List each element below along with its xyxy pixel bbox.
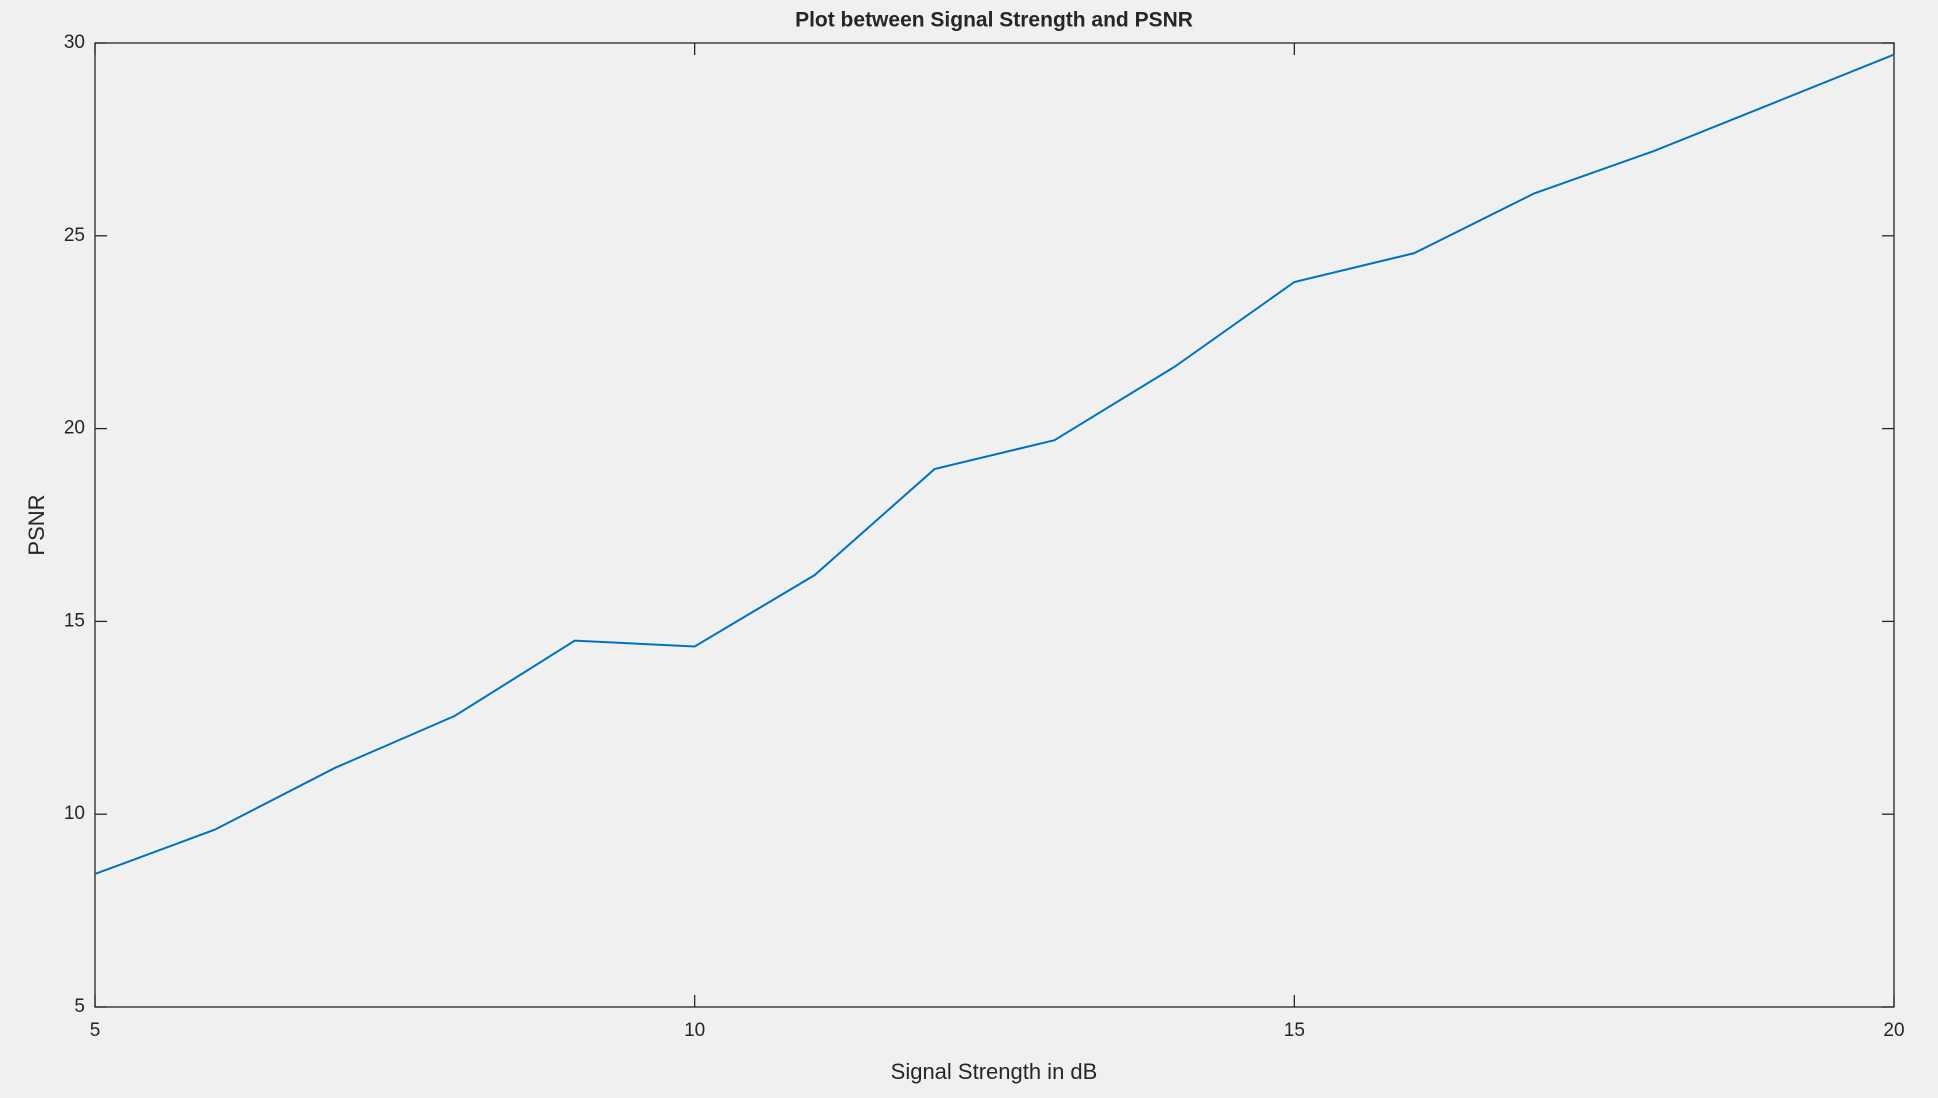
x-axis-label: Signal Strength in dB [891,1059,1098,1084]
y-tick-label: 20 [64,418,85,439]
y-tick-label: 5 [74,996,85,1017]
x-tick-label: 15 [1284,1020,1305,1041]
plot-area [94,42,1895,1008]
chart-title: Plot between Signal Strength and PSNR [795,9,1193,32]
y-tick-label: 25 [64,225,85,246]
data-line [94,53,1895,875]
y-tick-label: 10 [64,803,85,824]
x-tick-label: 20 [1883,1020,1904,1041]
x-tick-label: 5 [90,1020,101,1041]
y-axis-label: PSNR [24,494,49,555]
y-tick-label: 30 [64,32,85,53]
y-tick-label: 15 [64,610,85,631]
x-tick-label: 10 [684,1020,705,1041]
